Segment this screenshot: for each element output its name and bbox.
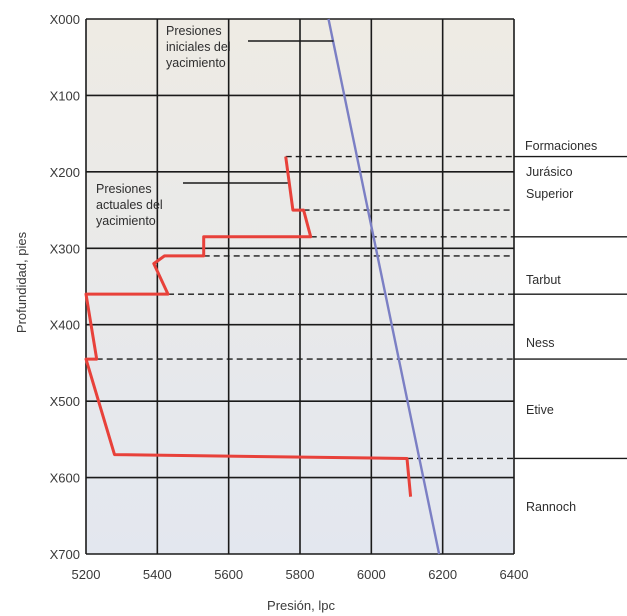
formation-label-3-0: Etive: [526, 403, 554, 417]
x-tick-label-2: 5600: [214, 567, 243, 582]
x-tick-label-6: 6400: [500, 567, 529, 582]
y-tick-label-5: X500: [50, 394, 80, 409]
series-line-1: [84, 156, 413, 497]
formation-label-4-0: Rannoch: [526, 500, 576, 514]
formation-label-2-0: Ness: [526, 336, 554, 350]
y-axis-label: Profundidad, pies: [14, 231, 29, 333]
formation-label-1-0: Tarbut: [526, 273, 561, 287]
y-tick-label-6: X600: [50, 471, 80, 486]
annotation-1-line-2: yacimiento: [96, 214, 156, 228]
y-tick-label-2: X200: [50, 165, 80, 180]
y-tick-label-1: X100: [50, 88, 80, 103]
x-tick-label-3: 5800: [286, 567, 315, 582]
y-tick-label-7: X700: [50, 547, 80, 562]
annotation-1-line-0: Presiones: [96, 182, 152, 196]
y-tick-label-0: X000: [50, 12, 80, 27]
annotation-0-line-0: Presiones: [166, 24, 222, 38]
formation-label-0-1: Superior: [526, 187, 573, 201]
series-line-0: [327, 18, 441, 555]
annotation-1-line-1: actuales del: [96, 198, 163, 212]
y-tick-label-4: X400: [50, 318, 80, 333]
annotation-0-line-2: yacimiento: [166, 56, 226, 70]
x-axis-label: Presión, lpc: [267, 598, 335, 613]
formation-label-0-0: Jurásico: [526, 165, 573, 179]
x-tick-label-0: 5200: [72, 567, 101, 582]
annotation-0-line-1: iniciales del: [166, 40, 231, 54]
x-tick-label-1: 5400: [143, 567, 172, 582]
formations-header: Formaciones: [525, 139, 597, 153]
y-tick-label-3: X300: [50, 241, 80, 256]
x-tick-label-5: 6200: [428, 567, 457, 582]
x-tick-label-4: 6000: [357, 567, 386, 582]
